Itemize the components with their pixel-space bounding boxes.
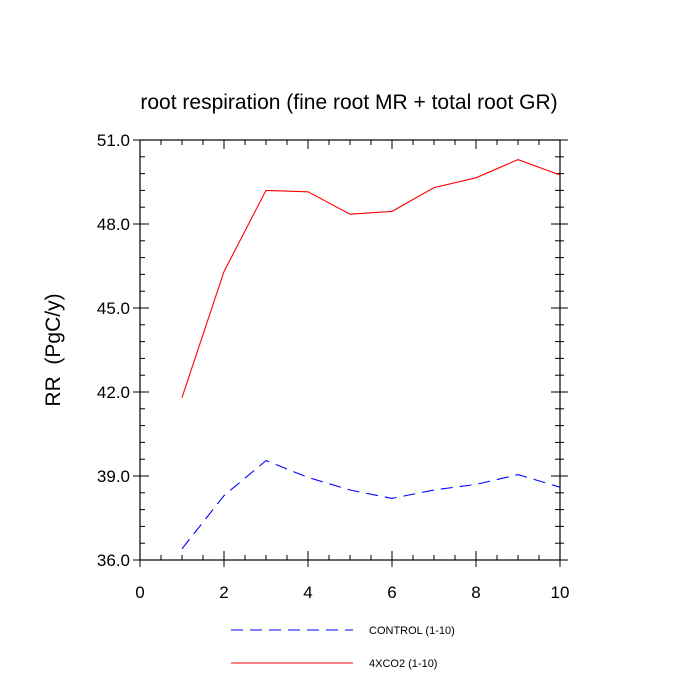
chart-title: root respiration (fine root MR + total r… <box>140 91 557 114</box>
data-point <box>349 213 351 215</box>
data-point <box>307 476 309 478</box>
x-tick-label: 0 <box>135 583 144 602</box>
y-tick-label: 45.0 <box>97 299 130 318</box>
data-point <box>181 396 183 398</box>
y-tick-label: 48.0 <box>97 215 130 234</box>
data-point <box>265 459 267 461</box>
data-point <box>391 497 393 499</box>
axis-tick-labels: 0 2 4 6 8 10 36.0 39.0 42.0 45.0 48.0 51.0 <box>97 131 570 602</box>
data-point <box>433 489 435 491</box>
data-point <box>433 186 435 188</box>
legend-label: 4XCO2 (1-10) <box>369 658 437 670</box>
axis-ticks <box>133 139 568 567</box>
y-tick-label: 36.0 <box>97 551 130 570</box>
data-point <box>307 191 309 193</box>
data-point <box>391 210 393 212</box>
data-point <box>223 270 225 272</box>
data-point <box>349 489 351 491</box>
series-line-1 <box>181 159 561 398</box>
y-tick-label: 39.0 <box>97 467 130 486</box>
data-point <box>475 177 477 179</box>
x-tick-label: 6 <box>387 583 396 602</box>
data-point <box>559 486 561 488</box>
series-line-0 <box>181 459 561 550</box>
data-point <box>265 189 267 191</box>
series-layer <box>181 158 561 550</box>
data-point <box>559 174 561 176</box>
plot-frame <box>139 139 561 561</box>
legend-label: CONTROL (1-10) <box>369 625 455 637</box>
data-point <box>517 158 519 160</box>
x-tick-label: 2 <box>219 583 228 602</box>
data-point <box>223 494 225 496</box>
data-point <box>475 483 477 485</box>
y-axis-label: RR (PgC/y) <box>42 293 65 406</box>
data-point <box>517 473 519 475</box>
y-tick-label: 42.0 <box>97 383 130 402</box>
x-tick-label: 4 <box>303 583 312 602</box>
data-point <box>181 548 183 550</box>
x-tick-label: 8 <box>471 583 480 602</box>
legend: CONTROL (1-10) 4XCO2 (1-10) <box>231 625 455 670</box>
y-tick-label: 51.0 <box>97 131 130 150</box>
x-tick-label: 10 <box>551 583 570 602</box>
